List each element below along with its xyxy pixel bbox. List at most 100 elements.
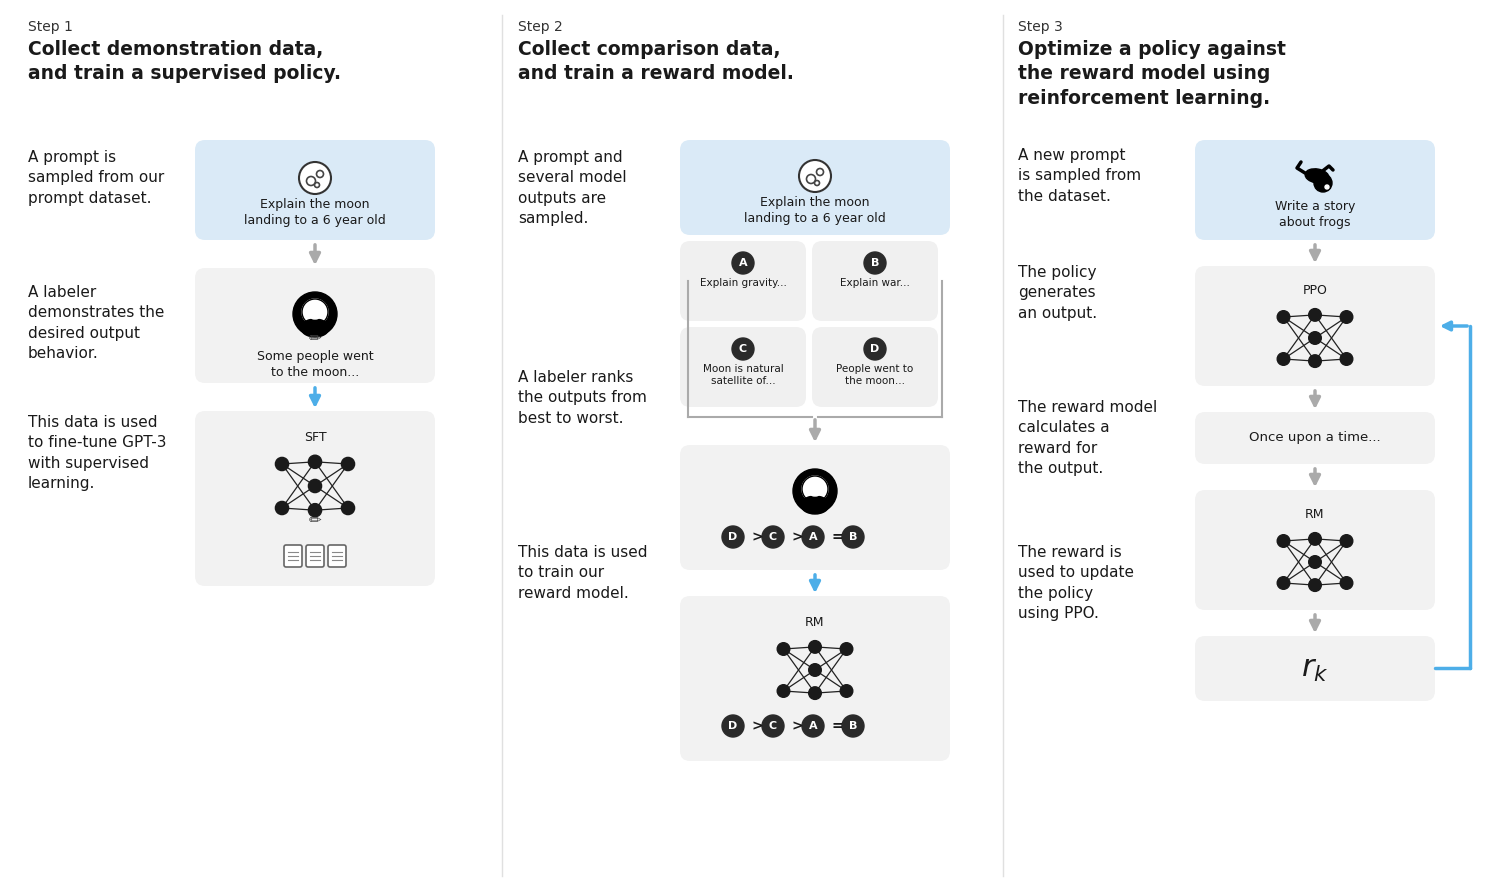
Circle shape <box>842 715 864 737</box>
Text: A prompt is
sampled from our
prompt dataset.: A prompt is sampled from our prompt data… <box>29 150 164 206</box>
Text: The policy
generates
an output.: The policy generates an output. <box>1018 265 1098 321</box>
Circle shape <box>1309 556 1321 568</box>
Circle shape <box>303 299 328 325</box>
Circle shape <box>1340 311 1352 323</box>
FancyBboxPatch shape <box>1194 490 1435 610</box>
Text: RM: RM <box>806 616 825 629</box>
Circle shape <box>1309 579 1321 592</box>
Text: SFT: SFT <box>304 431 327 444</box>
Circle shape <box>1340 353 1352 365</box>
Circle shape <box>721 526 744 548</box>
FancyBboxPatch shape <box>1194 636 1435 701</box>
Text: Collect demonstration data,
and train a supervised policy.: Collect demonstration data, and train a … <box>29 40 340 83</box>
Text: A labeler
demonstrates the
desired output
behavior.: A labeler demonstrates the desired outpu… <box>29 285 164 361</box>
Text: The reward is
used to update
the policy
using PPO.: The reward is used to update the policy … <box>1018 545 1134 621</box>
Text: Some people went
to the moon...: Some people went to the moon... <box>256 350 373 379</box>
Circle shape <box>309 455 322 469</box>
Circle shape <box>816 168 824 176</box>
Text: >: > <box>791 719 803 733</box>
Circle shape <box>316 170 324 177</box>
Text: Explain gravity...: Explain gravity... <box>700 278 786 288</box>
Circle shape <box>762 526 785 548</box>
Ellipse shape <box>301 319 328 337</box>
Circle shape <box>342 502 354 515</box>
Text: >: > <box>791 530 803 544</box>
Text: Optimize a policy against
the reward model using
reinforcement learning.: Optimize a policy against the reward mod… <box>1018 40 1286 108</box>
Circle shape <box>721 715 744 737</box>
Circle shape <box>809 687 821 699</box>
Text: B: B <box>849 532 857 542</box>
Circle shape <box>803 476 828 502</box>
Text: =: = <box>831 530 843 544</box>
Circle shape <box>1325 185 1328 189</box>
Text: D: D <box>729 532 738 542</box>
Circle shape <box>809 641 821 653</box>
FancyBboxPatch shape <box>681 327 806 407</box>
Text: ✏: ✏ <box>309 513 321 528</box>
Circle shape <box>1309 533 1321 545</box>
Circle shape <box>1340 535 1352 547</box>
Circle shape <box>1315 174 1331 192</box>
Circle shape <box>1277 353 1289 365</box>
Text: >: > <box>751 530 764 544</box>
FancyBboxPatch shape <box>1194 266 1435 386</box>
Circle shape <box>803 715 824 737</box>
Circle shape <box>864 338 886 360</box>
Text: ✏: ✏ <box>309 331 321 346</box>
Circle shape <box>762 715 785 737</box>
Circle shape <box>1277 576 1289 589</box>
FancyBboxPatch shape <box>194 268 435 383</box>
FancyBboxPatch shape <box>812 241 938 321</box>
FancyBboxPatch shape <box>681 140 950 235</box>
FancyBboxPatch shape <box>306 545 324 567</box>
Circle shape <box>309 479 322 493</box>
FancyBboxPatch shape <box>285 545 303 567</box>
Circle shape <box>294 292 337 336</box>
Text: A labeler ranks
the outputs from
best to worst.: A labeler ranks the outputs from best to… <box>518 370 648 426</box>
Circle shape <box>840 642 852 655</box>
Text: A: A <box>809 532 818 542</box>
Text: The reward model
calculates a
reward for
the output.: The reward model calculates a reward for… <box>1018 400 1157 476</box>
FancyBboxPatch shape <box>194 411 435 586</box>
Text: C: C <box>770 721 777 731</box>
Text: This data is used
to train our
reward model.: This data is used to train our reward mo… <box>518 545 648 601</box>
Text: RM: RM <box>1306 508 1325 521</box>
FancyBboxPatch shape <box>681 241 806 321</box>
Circle shape <box>342 457 354 470</box>
Circle shape <box>315 183 319 187</box>
Text: Step 2: Step 2 <box>518 20 563 34</box>
Text: Explain war...: Explain war... <box>840 278 910 288</box>
Text: Write a story
about frogs: Write a story about frogs <box>1274 200 1355 229</box>
Text: Step 3: Step 3 <box>1018 20 1063 34</box>
Circle shape <box>307 176 315 185</box>
Circle shape <box>800 160 831 192</box>
Text: A new prompt
is sampled from
the dataset.: A new prompt is sampled from the dataset… <box>1018 148 1142 204</box>
Text: This data is used
to fine-tune GPT-3
with supervised
learning.: This data is used to fine-tune GPT-3 wit… <box>29 415 167 491</box>
Circle shape <box>864 252 886 274</box>
FancyBboxPatch shape <box>681 596 950 761</box>
Text: Explain the moon
landing to a 6 year old: Explain the moon landing to a 6 year old <box>244 198 386 227</box>
Circle shape <box>1309 331 1321 344</box>
Circle shape <box>806 478 824 496</box>
FancyBboxPatch shape <box>812 327 938 407</box>
Circle shape <box>777 684 789 698</box>
Circle shape <box>1277 311 1289 323</box>
Circle shape <box>309 503 322 517</box>
Circle shape <box>815 181 819 185</box>
Text: Explain the moon
landing to a 6 year old: Explain the moon landing to a 6 year old <box>744 196 886 225</box>
Circle shape <box>840 684 852 698</box>
Text: B: B <box>849 721 857 731</box>
Text: =: = <box>831 719 843 733</box>
FancyBboxPatch shape <box>328 545 346 567</box>
Circle shape <box>807 175 816 184</box>
Text: Collect comparison data,
and train a reward model.: Collect comparison data, and train a rew… <box>518 40 794 83</box>
Text: A prompt and
several model
outputs are
sampled.: A prompt and several model outputs are s… <box>518 150 626 226</box>
Circle shape <box>732 338 755 360</box>
Text: C: C <box>739 344 747 354</box>
Circle shape <box>1324 184 1330 190</box>
Text: C: C <box>770 532 777 542</box>
Circle shape <box>276 457 289 470</box>
Text: People went to
the moon...: People went to the moon... <box>836 364 914 386</box>
Text: D: D <box>870 344 880 354</box>
Circle shape <box>300 162 331 194</box>
